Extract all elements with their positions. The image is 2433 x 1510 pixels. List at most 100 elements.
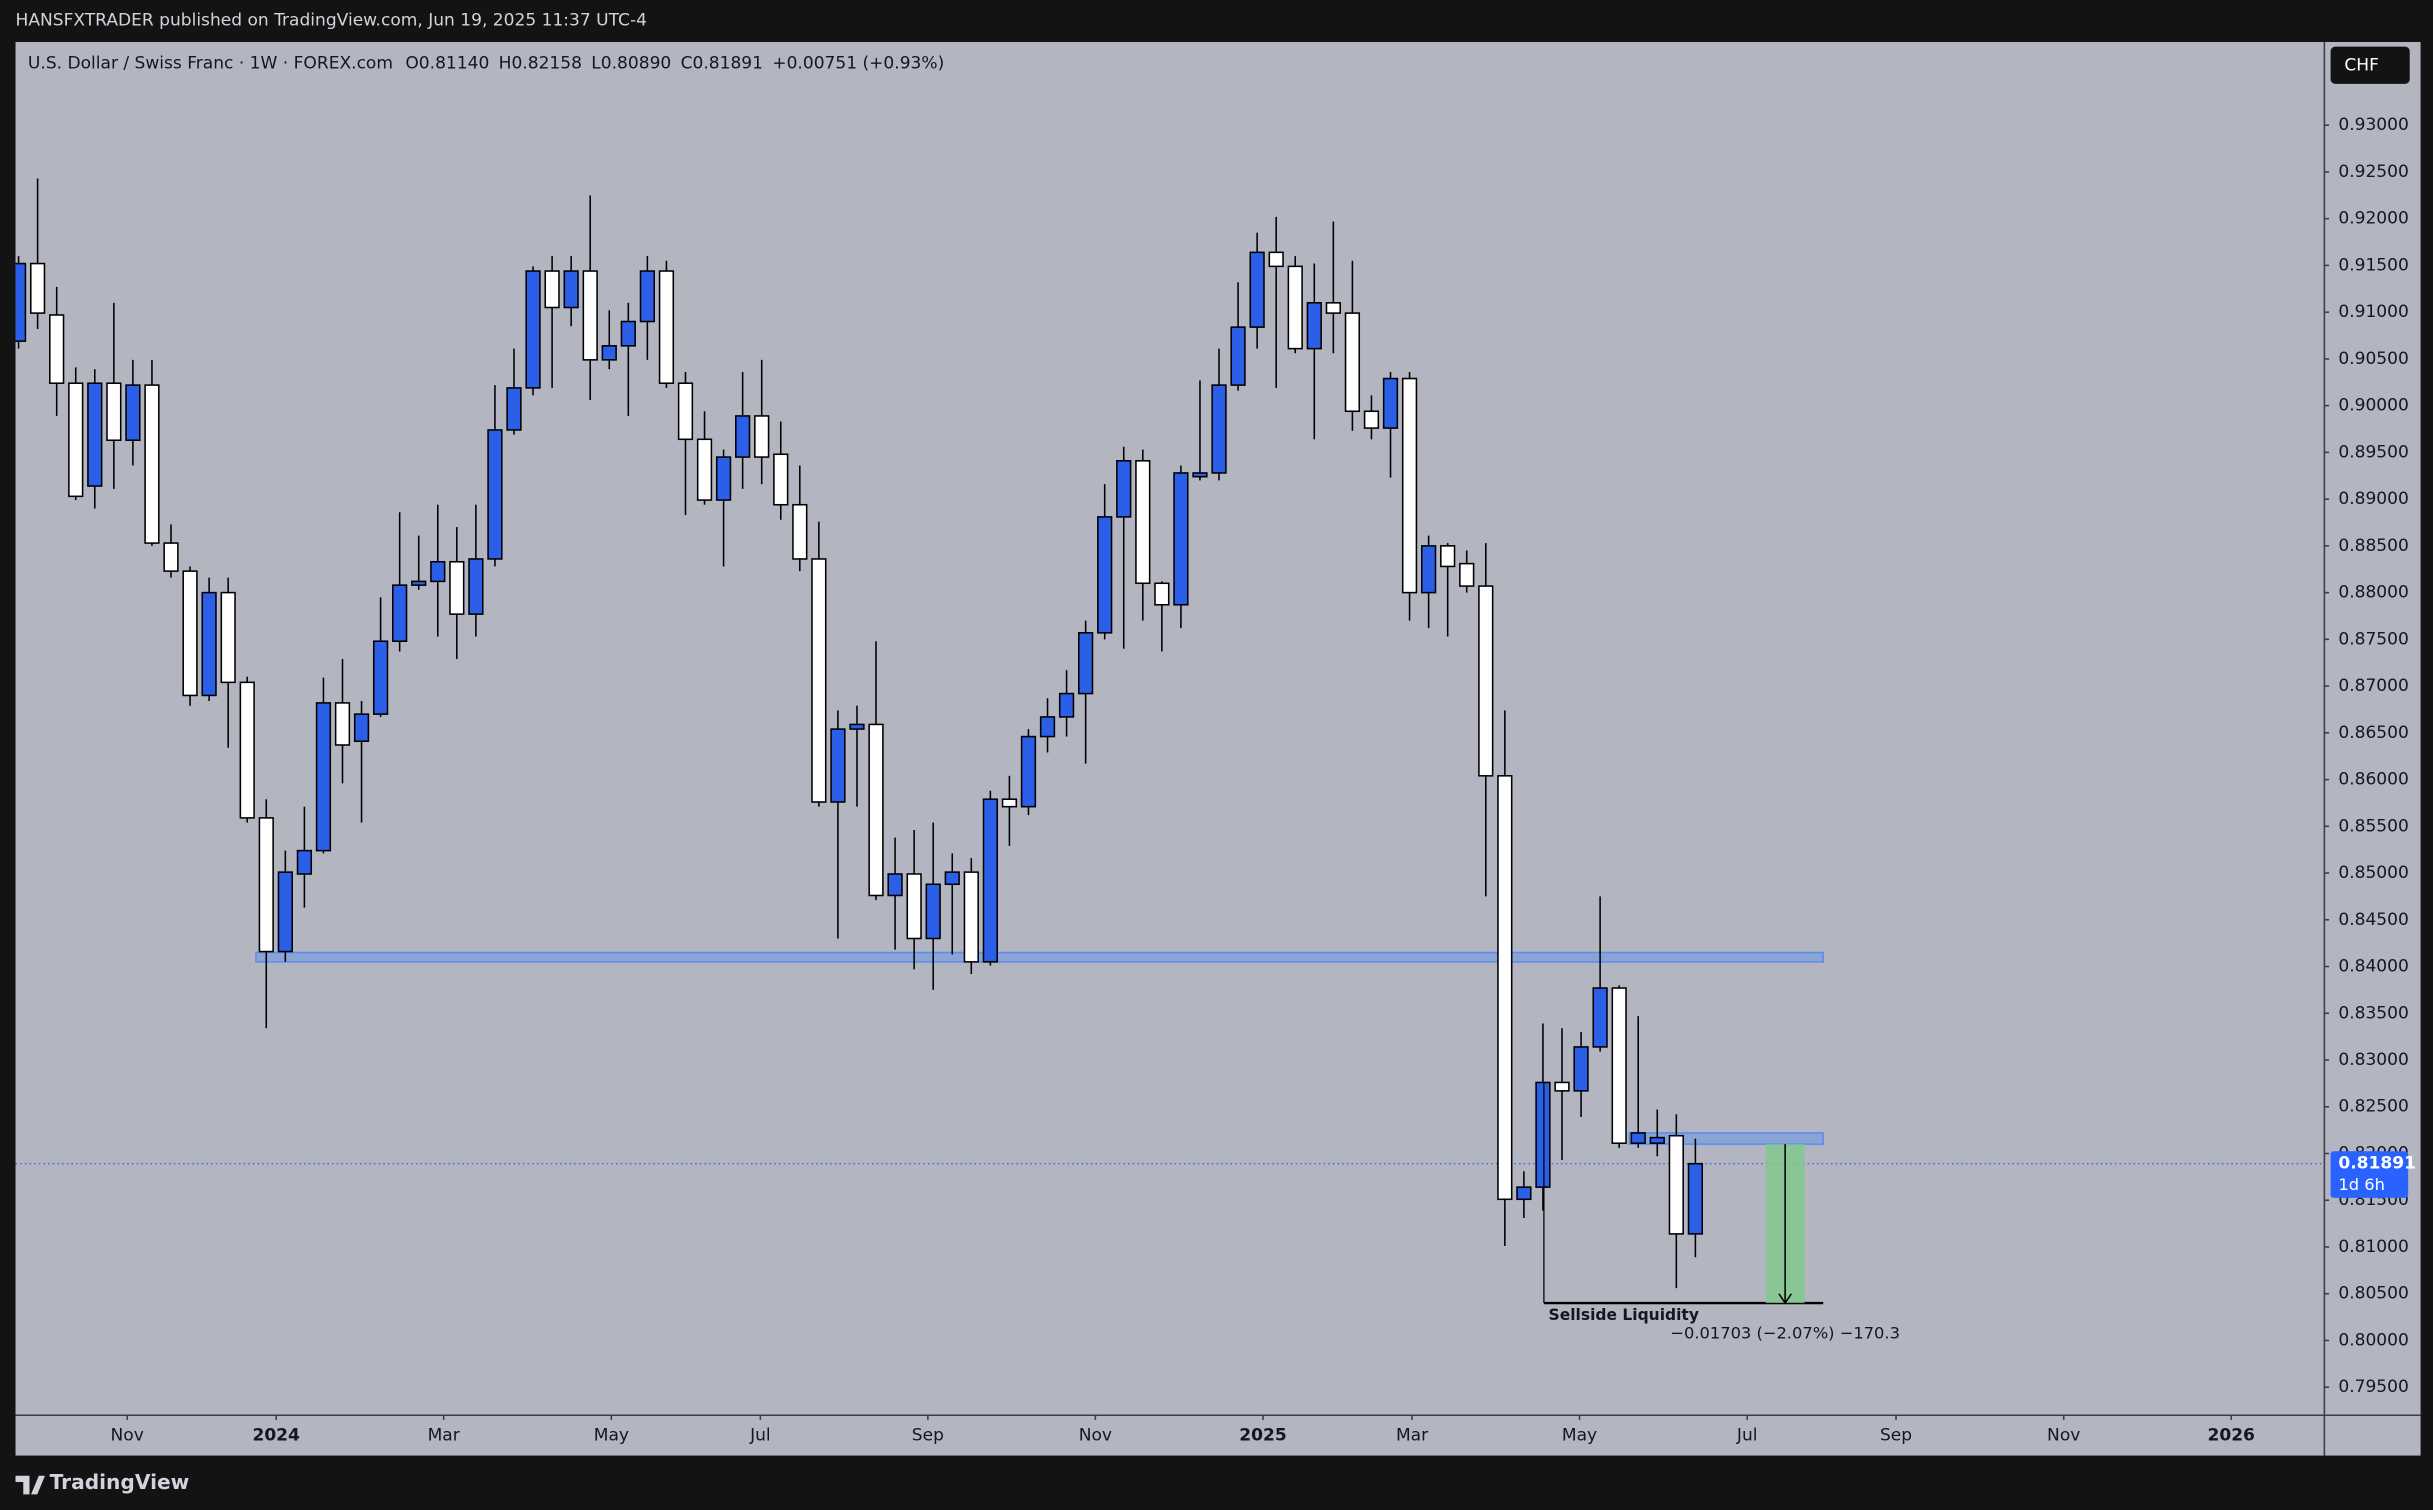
- y-tick-label: 0.79500: [2338, 1377, 2409, 1397]
- candle-body: [1554, 1081, 1570, 1092]
- y-tick-label: 0.83000: [2338, 1050, 2409, 1070]
- candle-body: [106, 382, 122, 442]
- candle-body: [1097, 516, 1113, 634]
- candle-body: [639, 270, 656, 323]
- y-tick-label: 0.85000: [2338, 863, 2409, 883]
- candle-body: [15, 262, 27, 342]
- candle-body: [1592, 987, 1608, 1048]
- candle-body: [506, 387, 522, 431]
- y-tick-label: 0.91500: [2338, 255, 2409, 275]
- y-tick-label: 0.84000: [2338, 957, 2409, 977]
- ohlc-key: C: [681, 54, 693, 74]
- candle-body: [220, 591, 236, 684]
- measure-label: −0.01703 (−2.07%) −170.3: [1670, 1324, 1900, 1343]
- symbol-legend: U.S. Dollar / Swiss Franc · 1W · FOREX.c…: [28, 54, 944, 74]
- candle-body: [982, 798, 998, 963]
- countdown-label: 1d 6h: [2338, 1175, 2385, 1194]
- candle-body: [334, 702, 351, 746]
- candle-body: [1268, 251, 1284, 268]
- ohlc-value: 0.81891: [692, 54, 763, 74]
- y-tick-label: 0.86000: [2338, 770, 2409, 790]
- candle-body: [792, 503, 808, 560]
- candle-body: [372, 640, 389, 715]
- candle-body: [1116, 460, 1132, 518]
- candle-body: [1459, 562, 1475, 587]
- ohlc-value: 0.81140: [419, 54, 490, 74]
- x-tick-label: Sep: [912, 1425, 944, 1445]
- x-tick-label: Sep: [1880, 1425, 1912, 1445]
- y-tick-label: 0.80000: [2338, 1330, 2409, 1350]
- candle-body: [29, 262, 46, 314]
- publisher: HANSFXTRADER published on TradingView.co…: [16, 10, 647, 30]
- candle-body: [1382, 377, 1399, 429]
- candle-body: [696, 438, 713, 501]
- ohlc-value: 0.82158: [511, 54, 582, 74]
- candle-body: [87, 382, 103, 487]
- candle-body: [1630, 1132, 1646, 1144]
- candle-body: [1535, 1081, 1551, 1188]
- ohlc-key: L: [591, 54, 601, 74]
- x-tick-label: May: [594, 1425, 629, 1445]
- candle-body: [1192, 472, 1208, 478]
- y-tick-label: 0.91000: [2338, 302, 2409, 322]
- candle-body: [430, 560, 446, 583]
- last-price-tag: [2330, 1151, 2409, 1198]
- candle-body: [620, 320, 636, 347]
- candle-body: [1135, 460, 1151, 585]
- candle-body: [715, 456, 732, 501]
- candle-body: [392, 584, 408, 642]
- y-tick-label: 0.86500: [2338, 723, 2409, 743]
- candle-body: [525, 270, 541, 389]
- candle-body: [1516, 1186, 1532, 1201]
- candle-body: [125, 384, 141, 442]
- candle-body: [1611, 987, 1627, 1144]
- candle-body: [1001, 798, 1018, 808]
- candle-body: [468, 558, 484, 615]
- y-tick-label: 0.80500: [2338, 1284, 2409, 1304]
- candle-body: [1420, 545, 1437, 594]
- candle-body: [1020, 735, 1037, 808]
- y-tick-label: 0.92500: [2338, 162, 2409, 182]
- candle-body: [658, 270, 675, 384]
- candle-body: [1325, 302, 1341, 314]
- candle-body: [1039, 716, 1056, 738]
- x-tick-label: Mar: [428, 1425, 461, 1445]
- candle-body: [1230, 326, 1246, 386]
- candle-body: [1344, 312, 1361, 413]
- y-tick-label: 0.89000: [2338, 489, 2409, 509]
- zone: [255, 951, 1825, 963]
- brand-name: TradingView: [50, 1470, 190, 1494]
- candle-body: [868, 723, 884, 897]
- candle-body: [1287, 265, 1303, 350]
- change: +0.00751 (+0.93%): [772, 54, 944, 74]
- candle-body: [1249, 251, 1265, 328]
- candle-body: [544, 270, 560, 309]
- candle-body: [68, 382, 84, 498]
- y-tick-label: 0.88000: [2338, 583, 2409, 603]
- measure-arrowhead: [1778, 1293, 1792, 1305]
- x-tick-label: May: [1562, 1425, 1597, 1445]
- plot-area: [15, 178, 2325, 1305]
- candle-body: [487, 429, 503, 560]
- x-tick-label: Jul: [749, 1425, 771, 1445]
- zone: [1628, 1132, 1825, 1145]
- candle-body: [830, 728, 846, 803]
- x-tick-label: Nov: [111, 1425, 144, 1445]
- currency-label[interactable]: CHF: [2344, 55, 2379, 75]
- candle-body: [201, 591, 217, 697]
- candle-body: [1058, 692, 1075, 718]
- candle-body: [1077, 632, 1094, 695]
- ohlc-key: O: [405, 54, 418, 74]
- candle-body: [1173, 472, 1189, 606]
- candle-body: [277, 871, 293, 953]
- candle-body: [1478, 585, 1494, 777]
- candle-body: [182, 570, 198, 697]
- x-tick-label: Jul: [1736, 1425, 1758, 1445]
- candle-body: [258, 817, 274, 953]
- currency-button[interactable]: [2330, 46, 2410, 84]
- candle-body: [144, 384, 160, 544]
- y-tick-label: 0.90500: [2338, 349, 2409, 369]
- y-tick-label: 0.82500: [2338, 1097, 2409, 1117]
- last-price-label: 0.81891: [2338, 1154, 2416, 1174]
